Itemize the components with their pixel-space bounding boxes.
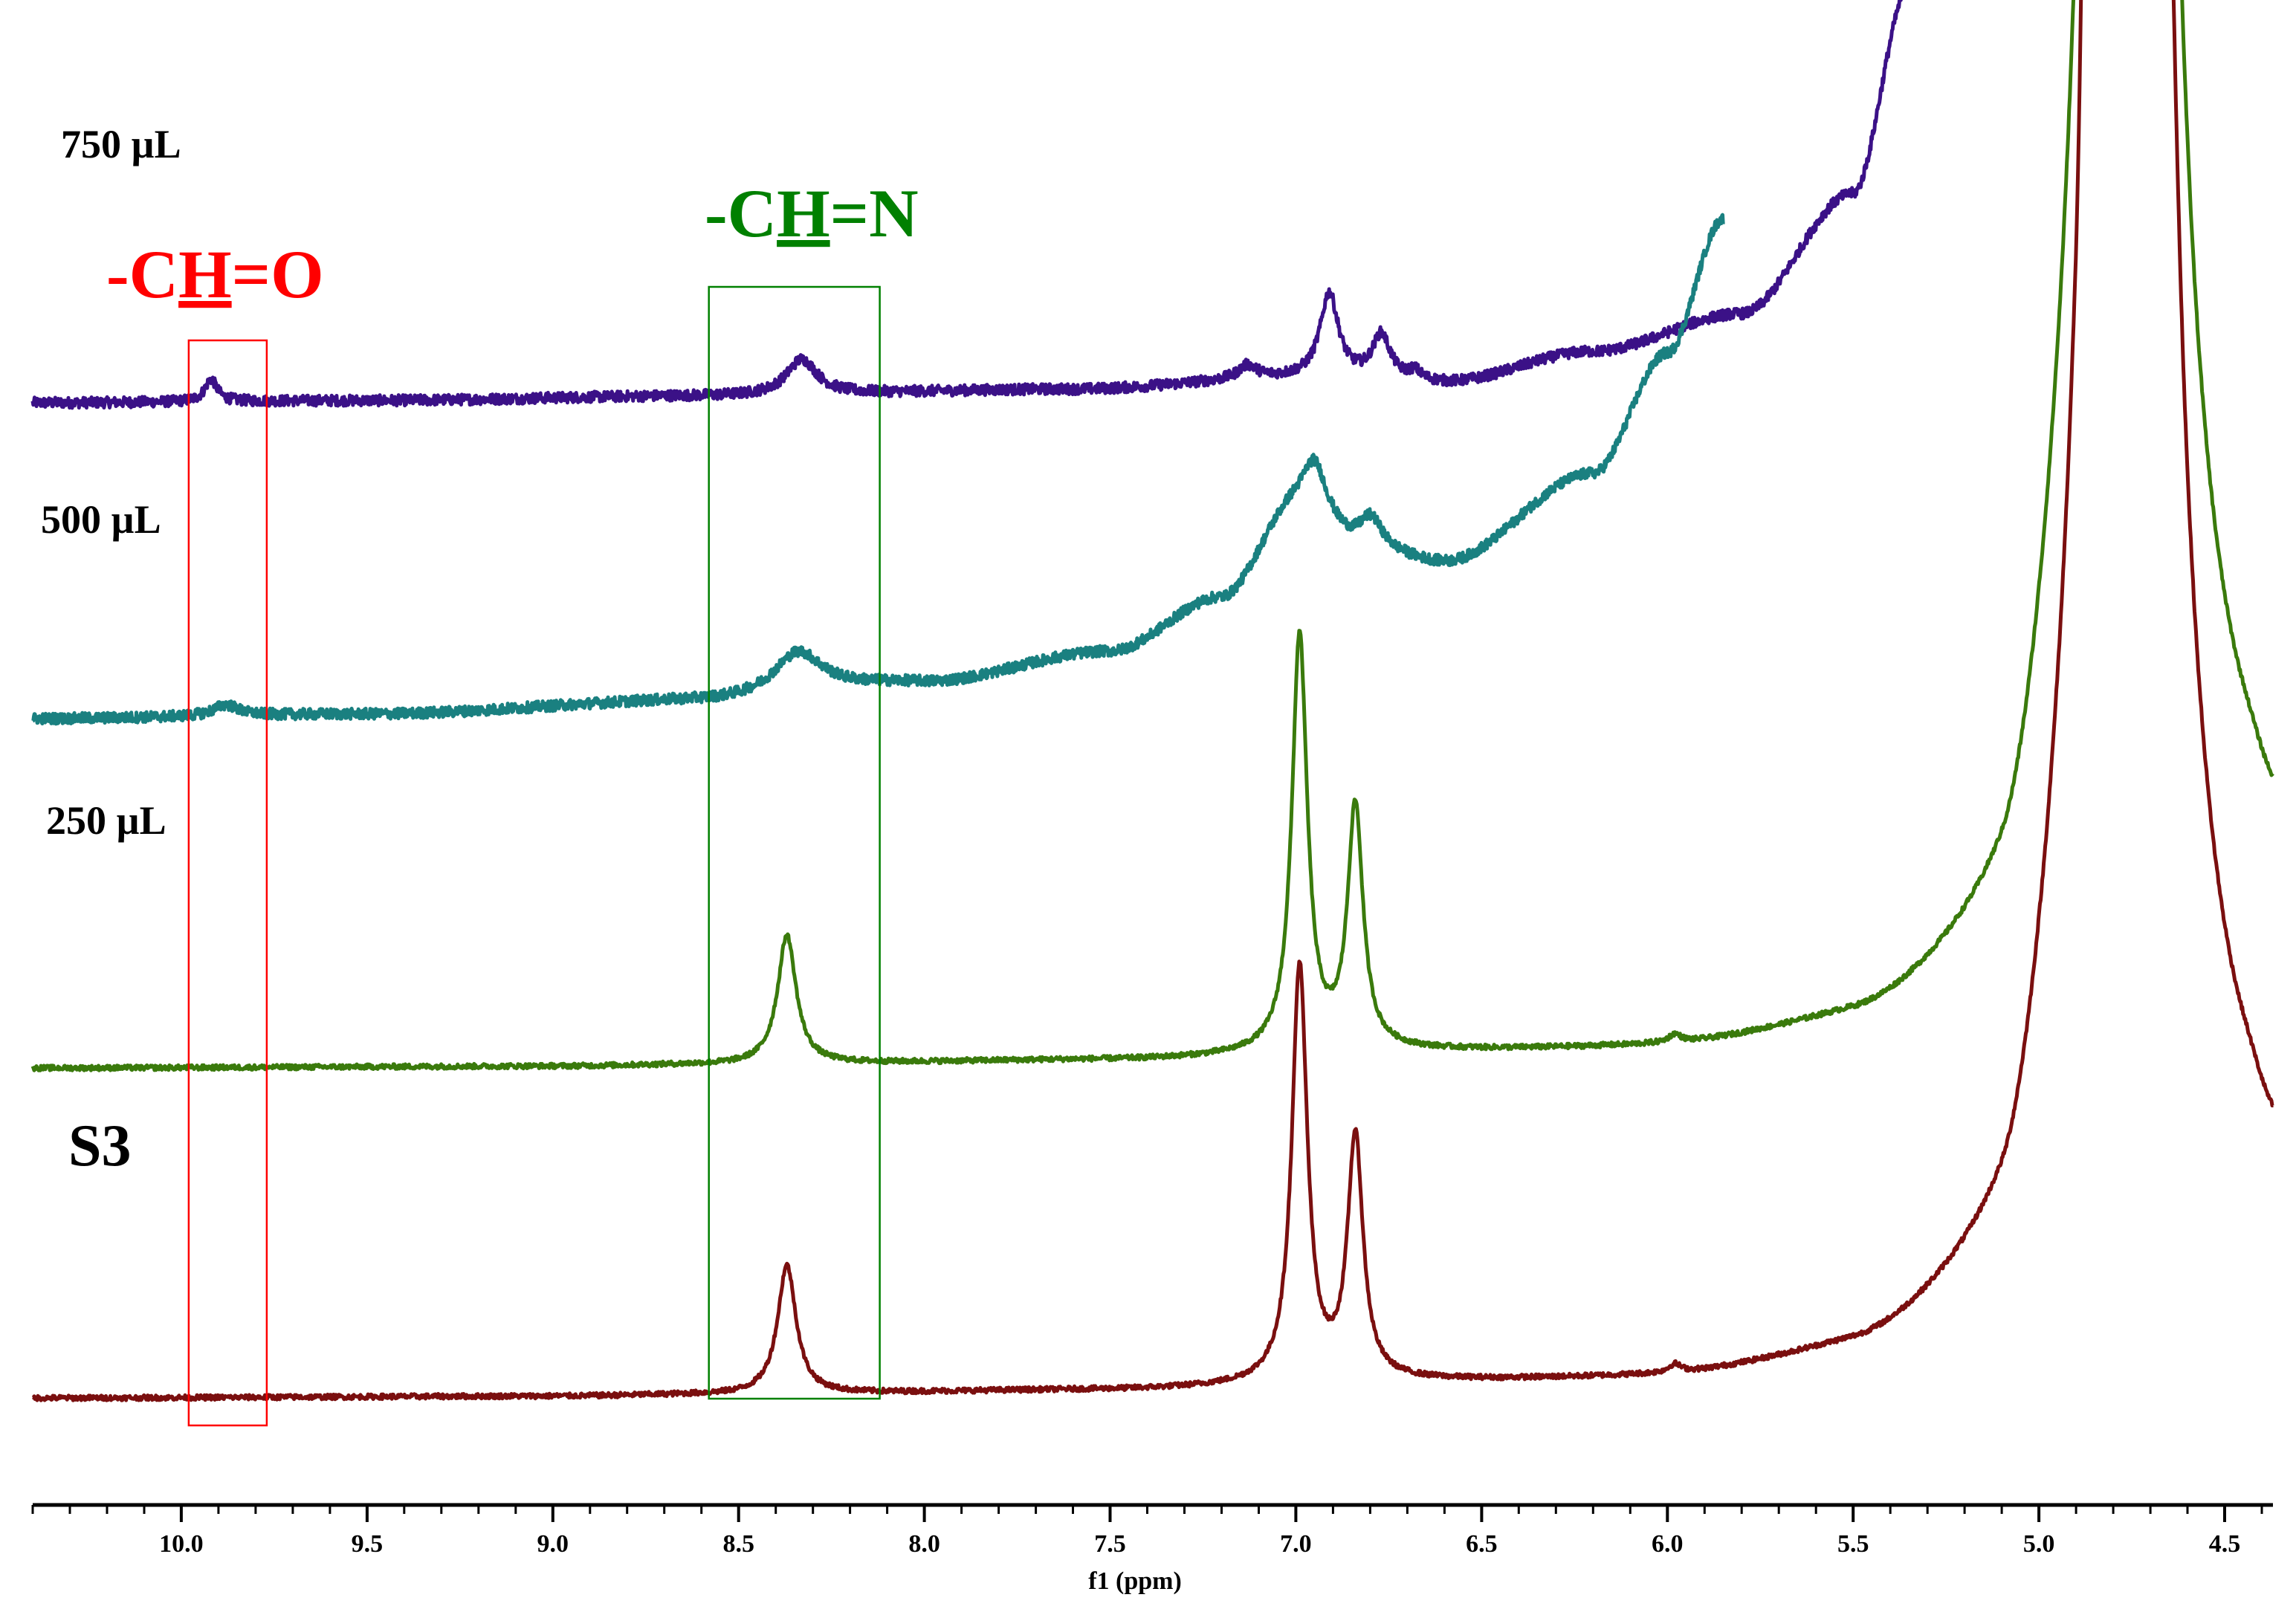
spectrum-line-0 (30, 0, 1904, 410)
spectrum-line-2 (30, 0, 2274, 1072)
imine-label-suffix: =N (830, 175, 919, 251)
x-axis-ticks: 10.0 9.5 9.0 8.5 8.0 7.5 7.0 6.5 6.0 5.5 5.0 4.5 (31, 1505, 2263, 1558)
x-axis: 10.0 9.5 9.0 8.5 8.0 7.5 7.0 6.5 6.0 5.5 5.0 4.5 f1… (31, 1503, 2273, 1595)
spectrum-traces (30, 0, 2274, 1402)
aldehyde-label-prefix: -C (106, 236, 178, 312)
series-label-s3: S3 (68, 1113, 132, 1179)
x-tick-label: 5.5 (1837, 1530, 1869, 1558)
x-tick-label: 4.5 (2209, 1530, 2241, 1558)
x-tick-label: 6.5 (1466, 1530, 1498, 1558)
x-tick-label: 10.0 (159, 1530, 204, 1558)
x-tick-label: 6.0 (1652, 1530, 1684, 1558)
aldehyde-label-suffix: =O (232, 236, 324, 312)
x-tick-label: 7.5 (1094, 1530, 1126, 1558)
spectrum-line-3 (31, 0, 2274, 1402)
x-axis-title: f1 (ppm) (1088, 1567, 1182, 1595)
series-label-250: 250 µL (46, 798, 166, 843)
aldehyde-highlight-box (187, 339, 268, 1427)
x-tick-label: 8.5 (722, 1530, 754, 1558)
aldehyde-annotation-label: -CH=O (106, 236, 324, 312)
aldehyde-label-emph: H (178, 236, 232, 312)
imine-highlight-box (708, 285, 881, 1400)
imine-annotation-label: -CH=N (705, 175, 919, 251)
imine-label-prefix: -C (705, 175, 777, 251)
imine-label-emph: H (777, 175, 830, 251)
series-label-750: 750 µL (61, 122, 181, 166)
x-tick-label: 7.0 (1280, 1530, 1312, 1558)
x-tick-label: 9.0 (537, 1530, 569, 1558)
series-label-500: 500 µL (41, 497, 161, 542)
spectrum-line-1 (31, 213, 1725, 726)
x-tick-label: 9.5 (352, 1530, 384, 1558)
x-tick-label: 5.0 (2023, 1530, 2055, 1558)
x-tick-label: 8.0 (908, 1530, 940, 1558)
